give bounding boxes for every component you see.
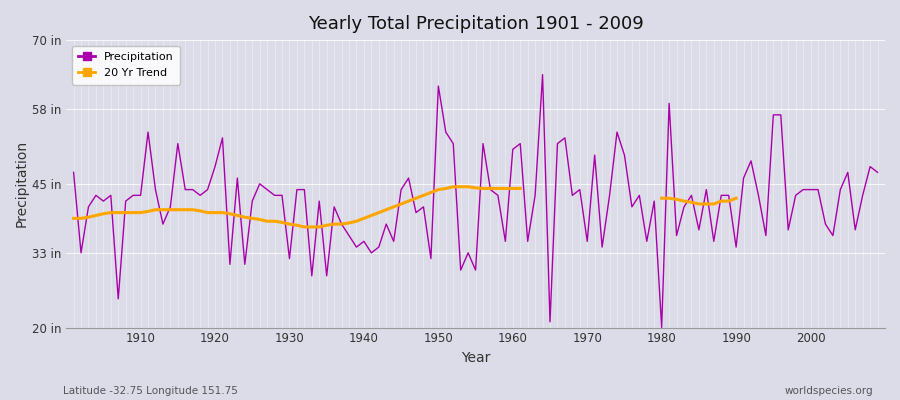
Legend: Precipitation, 20 Yr Trend: Precipitation, 20 Yr Trend	[72, 46, 180, 84]
Text: worldspecies.org: worldspecies.org	[785, 386, 873, 396]
Y-axis label: Precipitation: Precipitation	[15, 140, 29, 228]
X-axis label: Year: Year	[461, 351, 491, 365]
Title: Yearly Total Precipitation 1901 - 2009: Yearly Total Precipitation 1901 - 2009	[308, 15, 644, 33]
Text: Latitude -32.75 Longitude 151.75: Latitude -32.75 Longitude 151.75	[63, 386, 238, 396]
